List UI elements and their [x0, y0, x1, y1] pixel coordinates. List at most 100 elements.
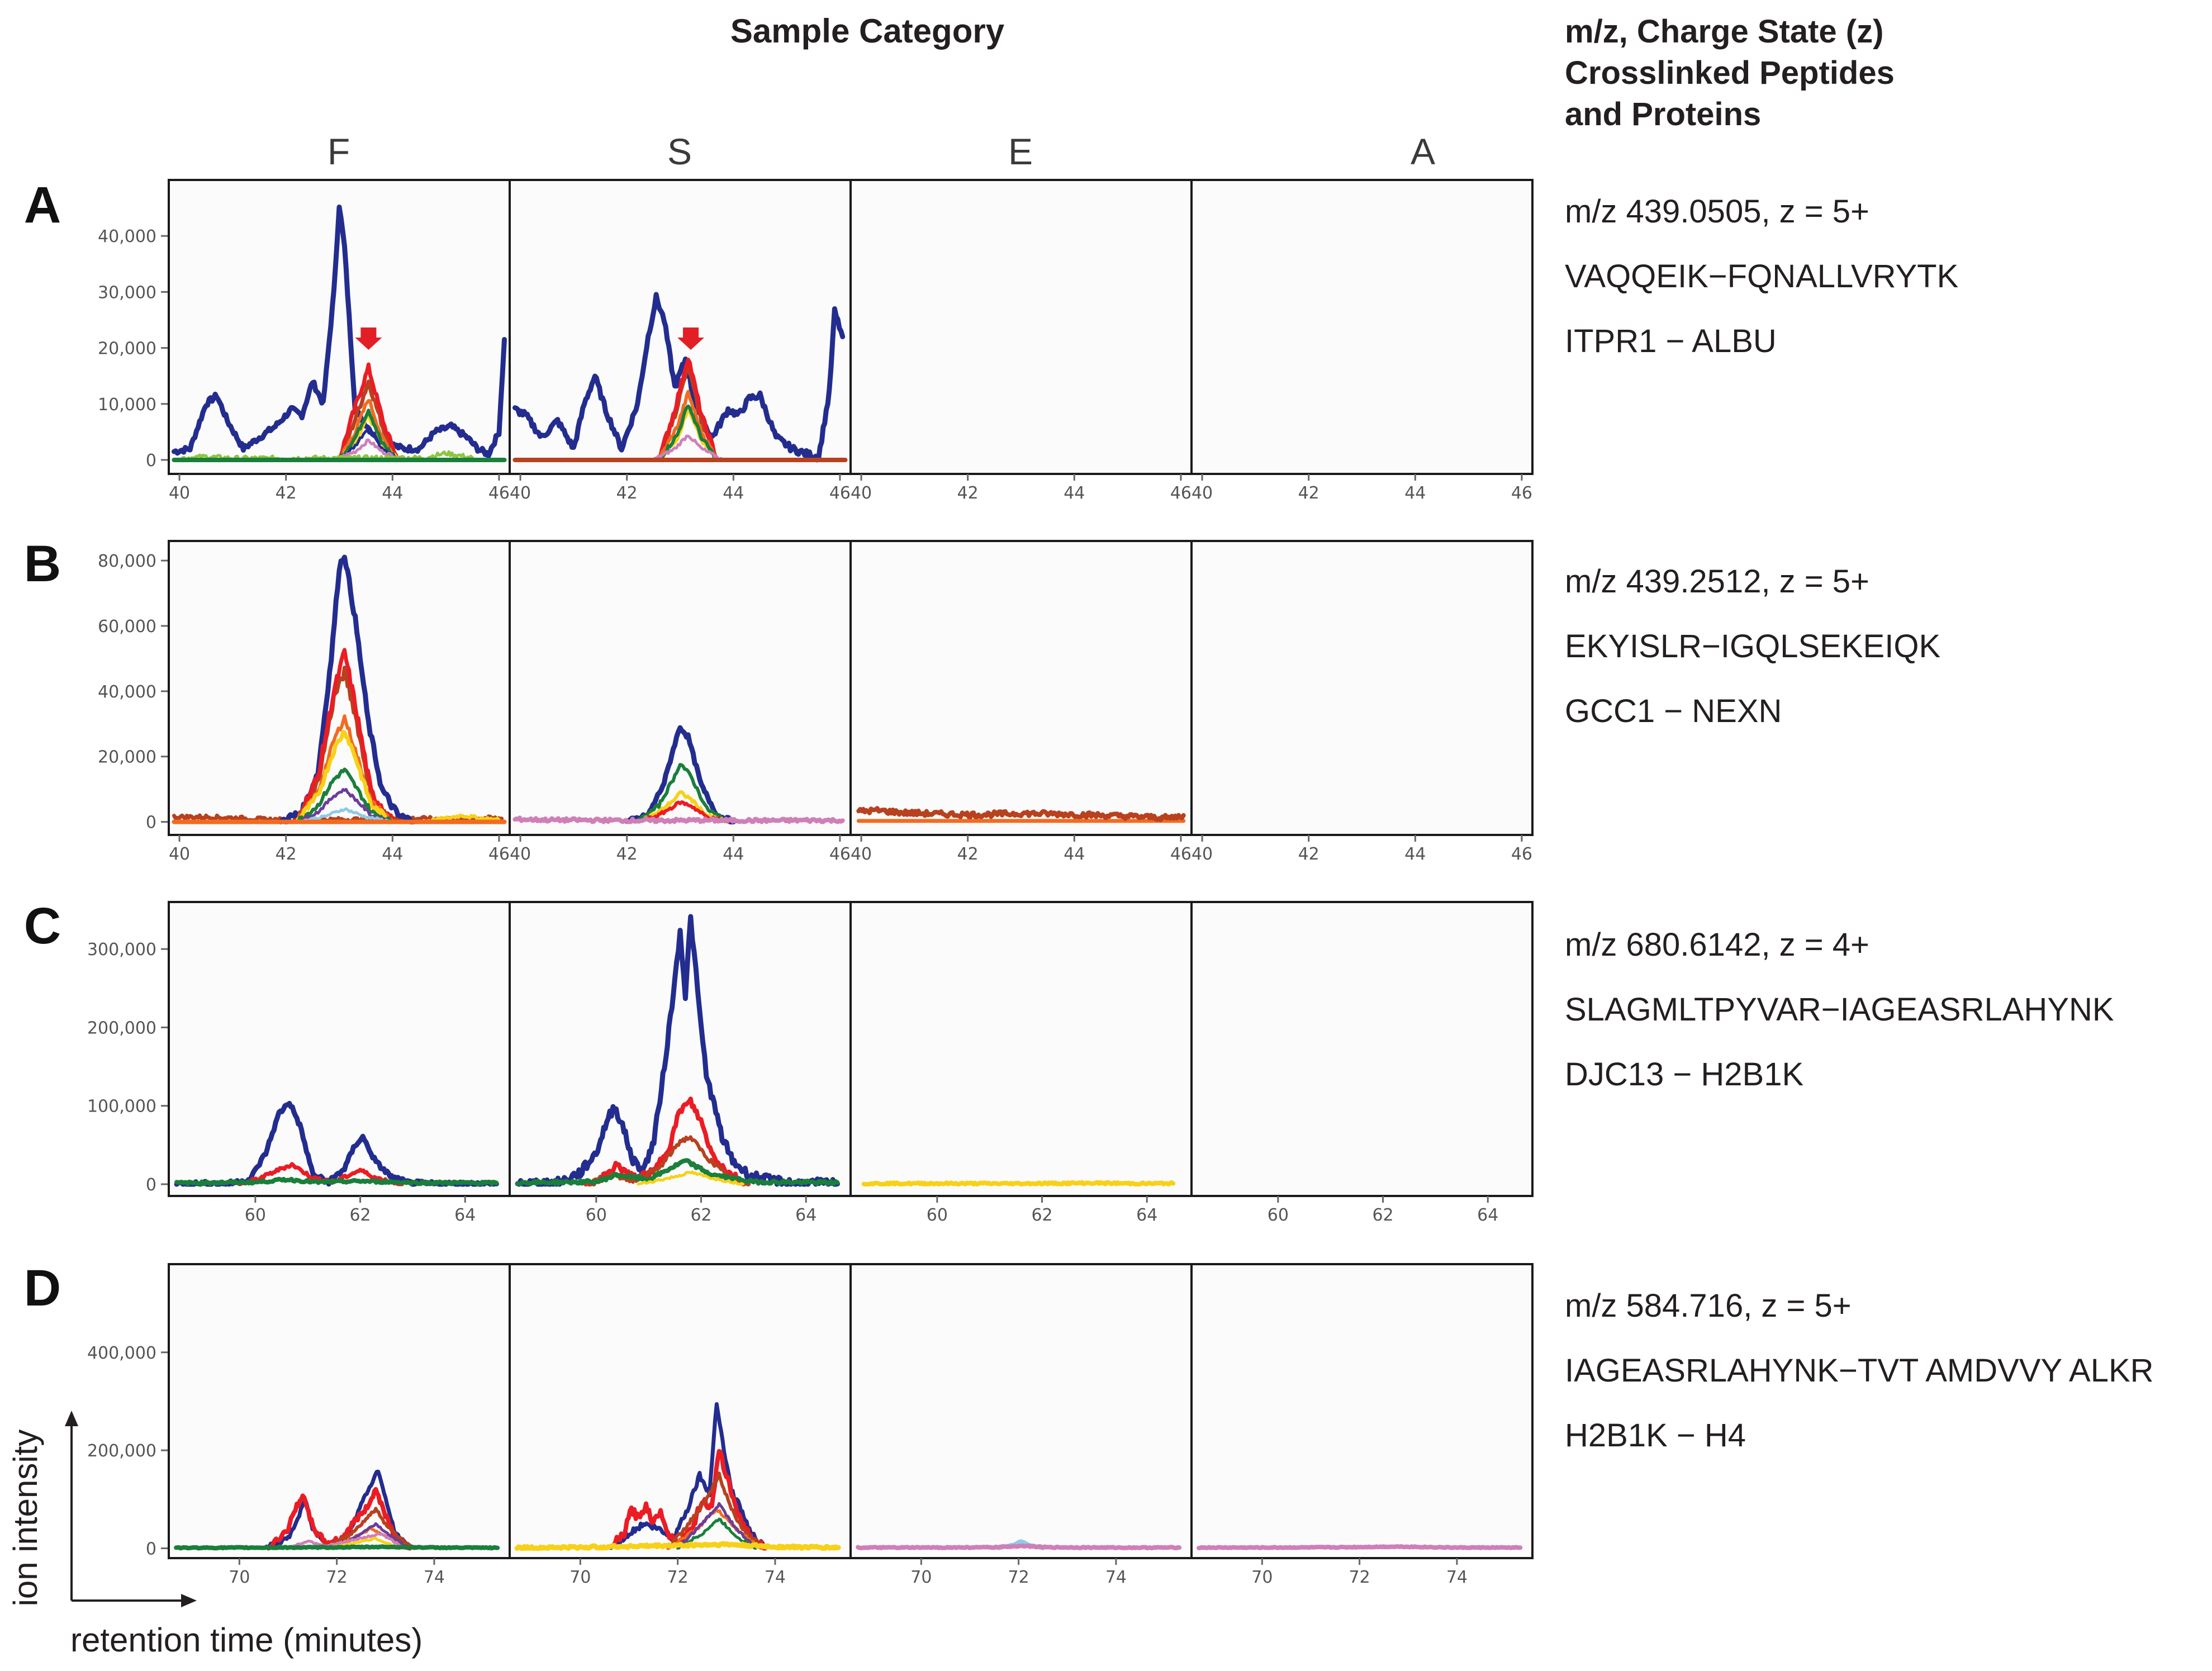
info-mz-c: m/z 680.6142, z = 4+ [1565, 927, 1869, 963]
x-tick-label: 70 [229, 1568, 250, 1587]
info-mz-d: m/z 584.716, z = 5+ [1565, 1288, 1852, 1324]
x-tick-label: 64 [1477, 1205, 1498, 1225]
panel-d-s: 70 72 74 [509, 1263, 852, 1587]
x-tick-label: 42 [957, 483, 979, 503]
right-title-line-3: and Proteins [1565, 96, 1761, 132]
panel-b-e: 40 42 44 46 [849, 540, 1193, 864]
x-tick-label: 46 [1170, 483, 1192, 503]
series-line-green [174, 1544, 500, 1551]
series-line-darkred [325, 1507, 417, 1550]
series-group [856, 1539, 1182, 1550]
x-tick-label: 74 [1446, 1568, 1468, 1587]
panel-background [851, 902, 1192, 1196]
x-tick-label: 44 [1404, 844, 1426, 864]
panel-a-a: 40 42 44 46 [1190, 179, 1534, 503]
x-tick-label: 72 [1349, 1568, 1370, 1587]
panel-d-a: 70 72 74 [1190, 1263, 1534, 1587]
x-tick-label: 62 [690, 1205, 711, 1225]
x-tick-label: 72 [1008, 1568, 1029, 1587]
y-tick-label: 60,000 [98, 617, 156, 637]
series-group [512, 292, 848, 463]
x-tick-label: 40 [851, 844, 872, 864]
series-group [174, 1100, 499, 1187]
x-tick-label: 40 [1192, 844, 1213, 864]
y-tick-label: 400,000 [87, 1344, 156, 1363]
y-axis-title: ion intensity [7, 1430, 44, 1607]
panel-background [851, 541, 1192, 835]
x-tick-label: 44 [382, 483, 403, 503]
x-tick-label: 60 [586, 1205, 607, 1225]
panel-border [1190, 179, 1534, 475]
series-line-pink [287, 1532, 407, 1550]
panel-background [1192, 180, 1532, 474]
y-tick-label: 0 [146, 1175, 156, 1195]
series-line-green [295, 767, 395, 824]
panel-background [510, 541, 851, 835]
panel-border [1190, 540, 1534, 836]
panel-d-e: 70 72 74 [849, 1263, 1193, 1587]
x-tick-label: 70 [569, 1568, 591, 1587]
panel-d-f: 70 72 74 [168, 1263, 511, 1587]
series-line-orange [666, 1508, 762, 1550]
x-tick-label: 40 [510, 844, 531, 864]
panel-background [169, 902, 510, 1196]
series-line-yellow [637, 1170, 745, 1186]
series-line-green [338, 409, 400, 462]
x-tick-label: 42 [276, 483, 297, 503]
series-line-navy [607, 1402, 767, 1550]
panel-c-e: 60 62 64 [849, 901, 1193, 1225]
x-tick-label: 46 [488, 844, 510, 864]
x-tick-label: 62 [349, 1205, 371, 1225]
row-label-b: B [24, 535, 61, 592]
right-title-line-1: m/z, Charge State (z) [1565, 13, 1883, 50]
column-title-e: E [1008, 131, 1033, 172]
panel-c-a: 60 62 64 [1190, 901, 1534, 1225]
y-tick-label: 20,000 [98, 339, 156, 359]
row-label-c: C [24, 898, 61, 955]
x-tick-label: 72 [667, 1568, 689, 1587]
series-line-purple [676, 1502, 757, 1550]
y-tick-label: 100,000 [87, 1097, 156, 1117]
x-tick-label: 40 [169, 844, 190, 864]
y-tick-label: 80,000 [98, 552, 156, 571]
y-tick-label: 30,000 [98, 283, 156, 302]
series-line-darkred [856, 806, 1186, 823]
series-line-yellow [861, 1180, 1176, 1186]
x-tick-label: 44 [382, 844, 403, 864]
info-mz-a: m/z 439.0505, z = 5+ [1565, 193, 1869, 230]
column-title-f: F [327, 131, 350, 172]
series-group [172, 554, 507, 825]
x-tick-label: 42 [957, 844, 979, 864]
y-tick-label: 0 [146, 451, 156, 471]
x-tick-label: 44 [1064, 483, 1085, 503]
x-tick-label: 60 [1268, 1205, 1289, 1225]
panel-a-s: 40 42 44 46 [509, 179, 852, 503]
series-line-yellow [295, 730, 395, 824]
row-label-a: A [24, 177, 61, 234]
series-group [174, 1469, 500, 1551]
x-tick-label: 44 [1404, 483, 1426, 503]
x-tick-label: 72 [326, 1568, 348, 1587]
x-tick-label: 44 [723, 844, 744, 864]
x-tick-label: 70 [1251, 1568, 1273, 1587]
panel-background [169, 1264, 510, 1558]
x-tick-label: 60 [245, 1205, 266, 1225]
x-tick-label: 46 [488, 483, 510, 503]
x-tick-label: 60 [927, 1205, 948, 1225]
series-line-pink [652, 434, 724, 462]
y-tick-label: 200,000 [87, 1018, 156, 1038]
x-tick-label: 44 [723, 483, 744, 503]
panel-b-a: 40 42 44 46 [1190, 540, 1534, 864]
panel-b-s: 40 42 44 46 [509, 540, 852, 864]
right-title-line-2: Crosslinked Peptides [1565, 55, 1895, 91]
series-line-red [607, 1449, 768, 1551]
series-line-pink [1197, 1544, 1523, 1550]
panel-a-f: 40 42 44 46 [168, 179, 511, 503]
panel-background [851, 180, 1192, 474]
y-tick-label: 300,000 [87, 940, 156, 960]
series-group [856, 806, 1186, 823]
series-group [861, 1180, 1176, 1186]
x-tick-label: 40 [851, 483, 872, 503]
x-tick-label: 40 [169, 483, 190, 503]
